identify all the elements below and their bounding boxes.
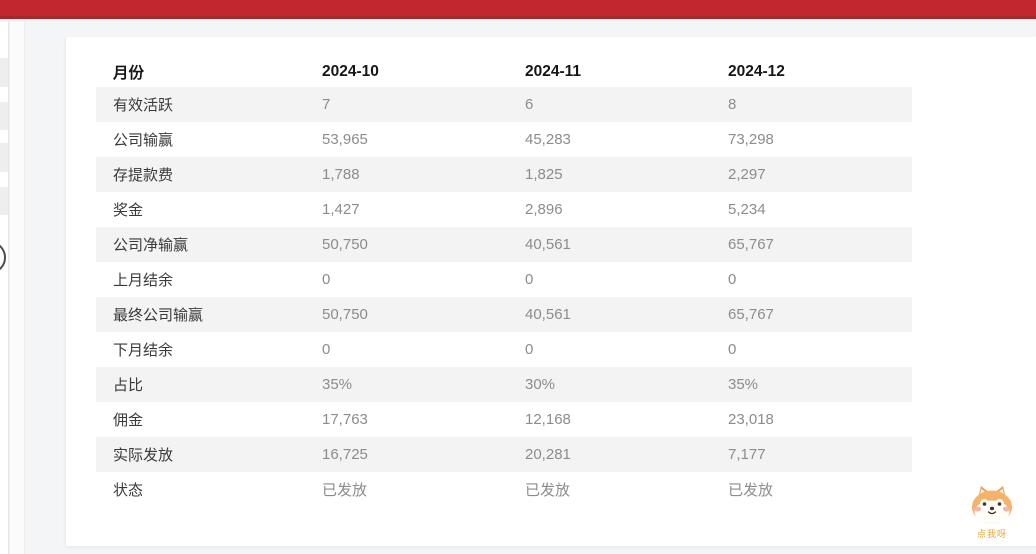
table-row: 下月结余 0 0 0 — [96, 332, 912, 367]
top-app-bar — [0, 0, 1036, 19]
row-label: 最终公司输赢 — [113, 307, 204, 324]
row-value: 40,561 — [525, 306, 571, 323]
row-value: 50,750 — [322, 236, 368, 253]
row-value: 35% — [728, 376, 759, 393]
row-value: 20,281 — [525, 446, 571, 463]
row-label: 实际发放 — [113, 447, 174, 464]
row-value: 7 — [322, 96, 331, 113]
row-label: 下月结余 — [113, 342, 174, 359]
row-value: 45,283 — [525, 131, 571, 148]
column-header-month: 2024-12 — [728, 63, 785, 80]
row-value: 5,234 — [728, 201, 766, 218]
row-value: 1,788 — [322, 166, 360, 183]
row-value: 0 — [322, 341, 331, 358]
table-row: 占比 35% 30% 35% — [96, 367, 912, 402]
row-label: 佣金 — [113, 412, 144, 429]
row-label: 公司输赢 — [113, 132, 174, 149]
row-value: 7,177 — [728, 446, 766, 463]
table-header-row: 月份 2024-10 2024-11 2024-12 — [96, 57, 912, 87]
row-value: 已发放 — [525, 482, 571, 499]
row-value: 1,427 — [322, 201, 360, 218]
column-header-label: 月份 — [113, 65, 145, 82]
table-row: 最终公司输赢 50,750 40,561 65,767 — [96, 297, 912, 332]
table-row: 佣金 17,763 12,168 23,018 — [96, 402, 912, 437]
column-header-month: 2024-11 — [525, 63, 582, 80]
row-value: 8 — [728, 96, 737, 113]
row-value: 40,561 — [525, 236, 571, 253]
row-label: 占比 — [113, 377, 144, 394]
row-label: 上月结余 — [113, 272, 174, 289]
table-row: 状态 已发放 已发放 已发放 — [96, 472, 912, 507]
row-value: 50,750 — [322, 306, 368, 323]
row-value: 已发放 — [728, 482, 774, 499]
sidebar-item-placeholder — [0, 58, 8, 87]
row-value: 1,825 — [525, 166, 563, 183]
row-label: 状态 — [113, 482, 144, 499]
row-value: 16,725 — [322, 446, 368, 463]
table-row: 上月结余 0 0 0 — [96, 262, 912, 297]
row-value: 0 — [728, 341, 737, 358]
sidebar-item-placeholder — [0, 143, 8, 172]
table-row: 公司输赢 53,965 45,283 73,298 — [96, 122, 912, 157]
row-value: 65,767 — [728, 306, 774, 323]
row-value: 已发放 — [322, 482, 368, 499]
table-row: 有效活跃 7 6 8 — [96, 87, 912, 122]
sidebar-edge — [0, 22, 9, 554]
row-value: 30% — [525, 376, 556, 393]
table-row: 公司净输赢 50,750 40,561 65,767 — [96, 227, 912, 262]
row-label: 公司净输赢 — [113, 237, 189, 254]
row-value: 73,298 — [728, 131, 774, 148]
row-value: 35% — [322, 376, 353, 393]
row-value: 0 — [525, 341, 534, 358]
table-row: 奖金 1,427 2,896 5,234 — [96, 192, 912, 227]
helper-mascot-widget[interactable]: 点我呀 — [964, 484, 1020, 540]
row-label: 存提款费 — [113, 167, 174, 184]
sidebar-item-placeholder — [0, 187, 8, 215]
row-value: 53,965 — [322, 131, 368, 148]
monthly-report-table: 月份 2024-10 2024-11 2024-12 有效活跃 7 6 8 公司输赢 53,96… — [96, 57, 912, 507]
row-value: 0 — [525, 271, 534, 288]
table-row: 存提款费 1,788 1,825 2,297 — [96, 157, 912, 192]
sidebar-item-placeholder — [0, 102, 8, 130]
row-value: 23,018 — [728, 411, 774, 428]
row-value: 65,767 — [728, 236, 774, 253]
row-value: 0 — [322, 271, 331, 288]
sidebar-gutter — [10, 22, 25, 554]
row-value: 6 — [525, 96, 534, 113]
row-value: 12,168 — [525, 411, 571, 428]
mascot-dog-icon — [970, 486, 1014, 528]
row-value: 2,297 — [728, 166, 766, 183]
row-label: 奖金 — [113, 202, 144, 219]
row-value: 2,896 — [525, 201, 563, 218]
row-label: 有效活跃 — [113, 97, 174, 114]
table-row: 实际发放 16,725 20,281 7,177 — [96, 437, 912, 472]
mascot-label: 点我呀 — [976, 529, 1007, 539]
row-value: 17,763 — [322, 411, 368, 428]
row-value: 0 — [728, 271, 737, 288]
monthly-report-card: 月份 2024-10 2024-11 2024-12 有效活跃 7 6 8 公司输赢 53,96… — [65, 37, 1036, 547]
column-header-month: 2024-10 — [322, 63, 379, 80]
